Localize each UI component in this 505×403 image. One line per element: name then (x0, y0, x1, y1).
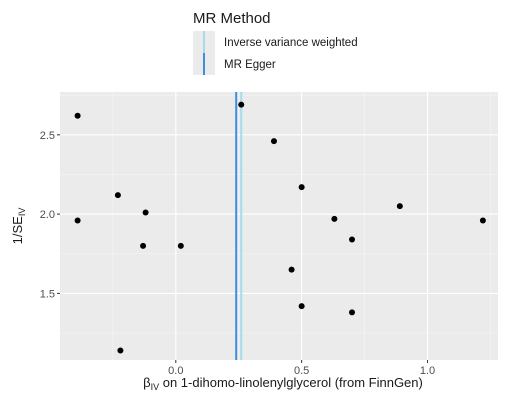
data-point (396, 203, 403, 210)
data-point (238, 101, 245, 108)
data-point (177, 242, 184, 249)
y-tick-label: 2.5 (40, 130, 55, 142)
method-lines (235, 92, 243, 360)
x-axis-title: βIV on 1-dihomo-linolenylglycerol (from … (143, 375, 423, 392)
data-point (298, 184, 305, 191)
data-point (74, 217, 81, 224)
data-point (117, 347, 124, 354)
data-point (298, 303, 305, 310)
gridlines (60, 92, 498, 360)
data-points (74, 101, 486, 354)
data-point (74, 112, 81, 119)
x-tick-label: 0.0 (168, 365, 183, 377)
data-point (270, 138, 277, 145)
y-tick-label: 2.0 (40, 209, 55, 221)
data-point (479, 217, 486, 224)
data-point (288, 266, 295, 273)
data-point (349, 309, 355, 316)
y-axis-ticks: 1.5 2.0 2.5 (40, 130, 60, 300)
y-tick-label: 1.5 (40, 288, 55, 300)
data-point (142, 209, 149, 216)
x-tick-label: 0.5 (294, 365, 309, 377)
legend-label-mr-egger: MR Egger (224, 59, 276, 71)
legend-title: MR Method (193, 10, 271, 27)
plot-panel (60, 92, 498, 360)
y-axis-title: 1/SEIV (10, 208, 27, 245)
data-point (349, 236, 355, 243)
x-tick-label: 1.0 (420, 365, 435, 377)
data-point (114, 192, 121, 199)
data-point (331, 215, 338, 222)
legend: MR Method Inverse variance weighted MR E… (193, 10, 358, 75)
data-point (140, 242, 147, 249)
x-axis-ticks: 0.0 0.5 1.0 (168, 360, 435, 377)
legend-label-ivw: Inverse variance weighted (224, 37, 358, 49)
